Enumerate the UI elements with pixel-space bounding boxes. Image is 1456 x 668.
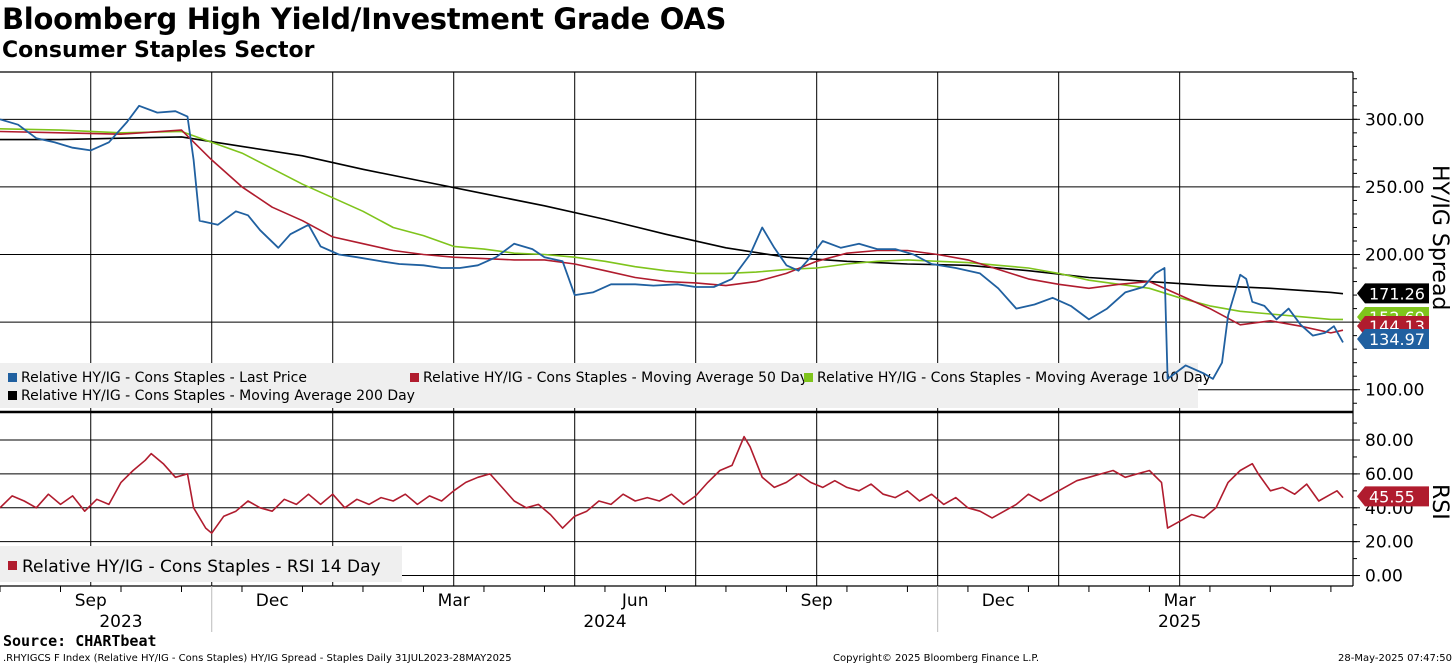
rsi-line [0, 435, 1344, 534]
ma50-line [0, 129, 1344, 334]
last-price-value-badge: 134.97 [1369, 330, 1425, 349]
rsi-legend-label: Relative HY/IG - Cons Staples - RSI 14 D… [22, 557, 381, 577]
last-price-value-badge-bg [1357, 329, 1429, 349]
legend-swatch [8, 391, 17, 400]
x-month-label: Jun [621, 591, 649, 611]
x-month-label: Dec [982, 591, 1015, 611]
y-tick-label: 250.00 [1365, 178, 1424, 198]
legend-box [0, 363, 1198, 408]
footer-copyright: Copyright© 2025 Bloomberg Finance L.P. [833, 653, 1040, 664]
rsi-legend-swatch [8, 561, 17, 570]
y-tick-label: 100.00 [1365, 381, 1424, 401]
x-year-label: 2024 [583, 612, 626, 632]
x-month-label: Mar [438, 591, 470, 611]
rsi-y-tick-label: 20.00 [1365, 533, 1414, 553]
legend-label: Relative HY/IG - Cons Staples - Moving A… [423, 370, 808, 386]
chart-title: Bloomberg High Yield/Investment Grade OA… [2, 2, 727, 36]
x-month-label: Sep [75, 591, 107, 611]
legend-label: Relative HY/IG - Cons Staples - Moving A… [21, 388, 415, 404]
legend-label: Relative HY/IG - Cons Staples - Moving A… [817, 370, 1211, 386]
y-tick-label: 300.00 [1365, 110, 1424, 130]
rsi-value-badge-bg [1357, 486, 1429, 507]
x-year-label: 2023 [99, 612, 142, 632]
legend-swatch [804, 373, 813, 382]
chart-subtitle: Consumer Staples Sector [2, 38, 315, 63]
source-label: Source: CHARTbeat [3, 632, 157, 650]
rsi-legend-box [0, 546, 402, 582]
legend-label: Relative HY/IG - Cons Staples - Last Pri… [21, 370, 307, 386]
last-price-line [0, 104, 1344, 380]
rsi-y-tick-label: 60.00 [1365, 465, 1414, 485]
rsi-y-tick-label: 0.00 [1365, 567, 1403, 587]
footer-timestamp: 28-May-2025 07:47:50 [1338, 653, 1452, 664]
x-year-label: 2025 [1158, 612, 1201, 632]
footer-ticker-info: .RHYIGCS F Index (Relative HY/IG - Cons … [3, 653, 512, 664]
ma200-line [0, 136, 1344, 295]
x-month-label: Sep [801, 591, 833, 611]
rsi-value-badge: 45.55 [1369, 487, 1415, 506]
rsi-y-tick-label: 80.00 [1365, 431, 1414, 451]
y-axis-title: HY/IG Spread [1427, 165, 1452, 310]
legend-swatch [410, 373, 419, 382]
y-tick-label: 200.00 [1365, 246, 1424, 266]
x-month-label: Mar [1164, 591, 1196, 611]
ma200-value-badge: 171.26 [1369, 284, 1425, 303]
legend-swatch [8, 373, 17, 382]
x-month-label: Dec [256, 591, 289, 611]
ma200-value-badge-bg [1357, 283, 1429, 304]
ma100-line [0, 128, 1343, 321]
rsi-axis-title: RSI [1427, 484, 1452, 520]
